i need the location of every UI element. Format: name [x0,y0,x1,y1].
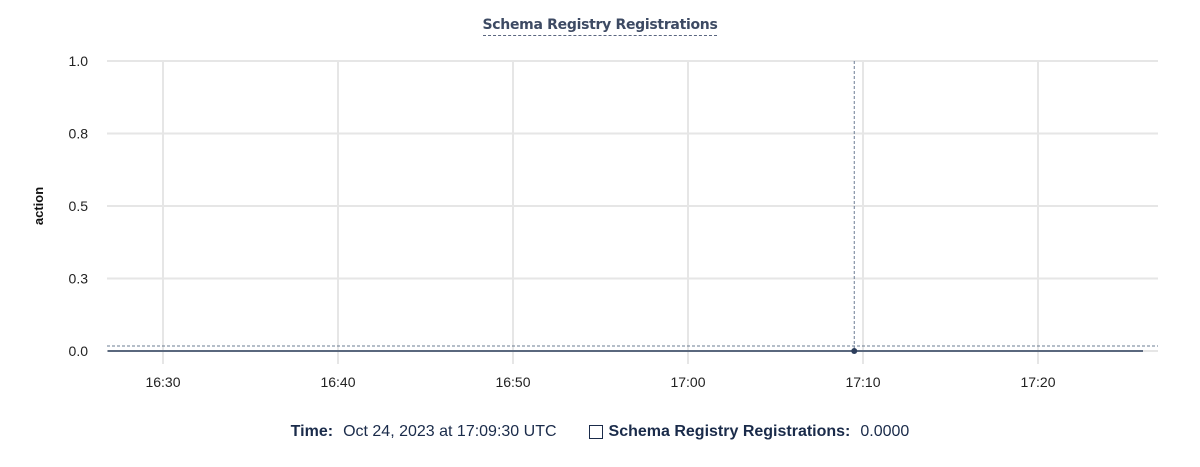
y-tick-label: 0.8 [69,126,89,142]
x-tick-label: 17:20 [1020,374,1055,390]
time-label: Time: [290,423,334,440]
x-tick-label: 16:30 [145,374,180,390]
series-value: 0.0000 [860,423,910,440]
x-tick-label: 17:10 [845,374,880,390]
y-tick-label: 0.5 [69,198,89,214]
chart-title[interactable]: Schema Registry Registrations [0,16,1200,36]
y-tick-label: 0.3 [69,271,89,287]
time-value: Oct 24, 2023 at 17:09:30 UTC [343,423,557,440]
tooltip-legend: Time: Oct 24, 2023 at 17:09:30 UTC Schem… [0,423,1200,441]
series-checkbox[interactable] [588,425,603,439]
chart-title-text[interactable]: Schema Registry Registrations [482,17,718,36]
y-tick-label: 1.0 [69,53,89,69]
x-tick-label: 16:40 [320,374,355,390]
x-tick-label: 16:50 [495,374,530,390]
chart-plot: 0.0 0.3 0.5 0.8 1.0 16:30 16:40 16:50 17:00 17:10… [31,53,1158,390]
y-axis-label: action [31,187,46,225]
y-tick-label: 0.0 [69,343,89,359]
x-tick-label: 17:00 [670,374,705,390]
hover-point [851,348,858,354]
series-label: Schema Registry Registrations: [608,423,851,440]
